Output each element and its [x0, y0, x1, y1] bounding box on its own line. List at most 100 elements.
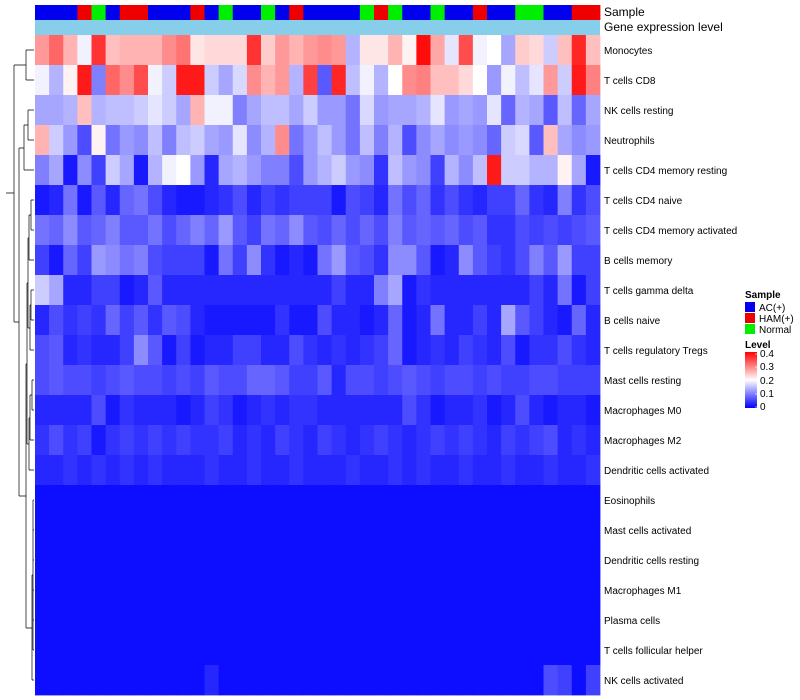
heatmap-cell: [585, 275, 601, 306]
heatmap-cell: [204, 155, 220, 186]
heatmap-cell: [430, 575, 446, 606]
heatmap-cell: [529, 395, 544, 426]
heatmap-cell: [571, 125, 587, 156]
heatmap-cell: [218, 515, 234, 546]
heatmap-cell: [190, 215, 205, 246]
heatmap-cell: [444, 65, 460, 96]
heatmap-cell: [105, 395, 121, 426]
heatmap-cell: [317, 665, 333, 696]
heatmap-cell: [289, 365, 304, 396]
heatmap-cell: [133, 485, 149, 516]
heatmap-cell: [176, 335, 191, 366]
heatmap-cell: [487, 125, 502, 156]
heatmap-cell: [133, 635, 149, 666]
heatmap-cell: [472, 635, 488, 666]
heatmap-cell: [557, 365, 573, 396]
level-tick-03: 0.3: [760, 362, 774, 373]
heatmap-cell: [63, 125, 78, 156]
heatmap-cell: [77, 545, 92, 576]
heatmap-cell: [345, 455, 361, 486]
heatmap-cell: [345, 605, 361, 636]
sample-annotation-cell: [190, 5, 205, 20]
heatmap-cell: [162, 155, 177, 186]
row-label: T cells follicular helper: [604, 646, 703, 657]
heatmap-cell: [430, 485, 446, 516]
heatmap-cell: [289, 605, 304, 636]
heatmap-cell: [119, 335, 135, 366]
sample-annotation-cell: [289, 5, 304, 20]
heatmap-cell: [458, 65, 474, 96]
heatmap-cell: [190, 575, 205, 606]
sample-legend: Sample AC(+) HAM(+) Normal: [745, 290, 794, 336]
heatmap-cell: [557, 455, 573, 486]
heatmap-cell: [402, 485, 417, 516]
heatmap-cell: [388, 275, 403, 306]
heatmap-cell: [133, 545, 149, 576]
heatmap-cell: [63, 425, 78, 456]
heatmap-cell: [303, 335, 318, 366]
row-label: B cells memory: [604, 256, 672, 267]
sample-annotation-cell: [204, 5, 220, 20]
heatmap-cell: [359, 65, 375, 96]
heatmap-cell: [430, 635, 446, 666]
heatmap-cell: [261, 335, 276, 366]
heatmap-cell: [35, 65, 50, 96]
heatmap-cell: [430, 425, 446, 456]
heatmap-cell: [543, 575, 559, 606]
heatmap-cell: [515, 95, 530, 126]
heatmap-cell: [35, 395, 50, 426]
heatmap-cell: [331, 605, 347, 636]
level-tick-01: 0.1: [760, 389, 774, 400]
heatmap-cell: [49, 515, 64, 546]
heatmap-cell: [416, 185, 431, 216]
heatmap-cell: [162, 575, 177, 606]
heatmap-cell: [472, 425, 488, 456]
heatmap-cell: [303, 665, 318, 696]
heatmap-cell: [388, 155, 403, 186]
heatmap-cell: [571, 605, 587, 636]
heatmap-cell: [557, 215, 573, 246]
heatmap-cell: [402, 545, 417, 576]
heatmap-cell: [557, 65, 573, 96]
heatmap-cell: [388, 185, 403, 216]
heatmap-cell: [63, 35, 78, 66]
sample-annotation-cell: [49, 5, 64, 20]
heatmap-cell: [345, 485, 361, 516]
level-legend: Level 0.4 0.3 0.2 0.1 0: [745, 340, 774, 413]
heatmap-cell: [557, 665, 573, 696]
heatmap-cell: [543, 485, 559, 516]
heatmap-cell: [204, 125, 220, 156]
sample-annotation-cell: [501, 5, 516, 20]
heatmap-cell: [63, 155, 78, 186]
heatmap-cell: [529, 575, 544, 606]
heatmap-cell: [402, 605, 417, 636]
heatmap-cell: [176, 605, 191, 636]
heatmap-cell: [416, 545, 431, 576]
heatmap-cell: [529, 155, 544, 186]
heatmap-cell: [246, 545, 262, 576]
level-tick-04: 0.4: [760, 349, 774, 360]
heatmap-cell: [261, 575, 276, 606]
heatmap-cell: [275, 155, 290, 186]
heatmap-cell: [374, 515, 389, 546]
heatmap-cell: [49, 305, 64, 336]
heatmap-cell: [49, 65, 64, 96]
heatmap-cell: [63, 305, 78, 336]
heatmap-cell: [105, 245, 121, 276]
heatmap-cell: [77, 485, 92, 516]
heatmap-cell: [63, 335, 78, 366]
heatmap-cell: [133, 125, 149, 156]
heatmap-cell: [557, 545, 573, 576]
heatmap-cell: [543, 215, 559, 246]
heatmap-cell: [289, 215, 304, 246]
row-label: Dendritic cells resting: [604, 556, 699, 567]
heatmap-cell: [77, 155, 92, 186]
heatmap-cell: [529, 365, 544, 396]
heatmap-cell: [444, 395, 460, 426]
heatmap-cell: [402, 665, 417, 696]
heatmap-cell: [388, 65, 403, 96]
heatmap-cell: [63, 665, 78, 696]
heatmap-cell: [261, 395, 276, 426]
heatmap-cell: [571, 515, 587, 546]
heatmap-cell: [105, 155, 121, 186]
